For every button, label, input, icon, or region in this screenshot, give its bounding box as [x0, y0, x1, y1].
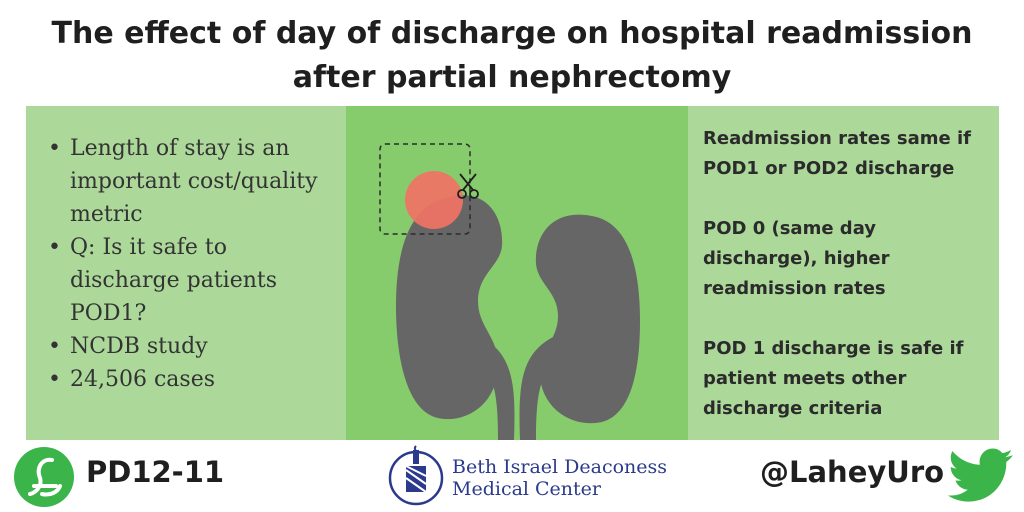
- institution-name: Beth Israel Deaconess Medical Center: [452, 456, 667, 500]
- left-kidney: [396, 195, 503, 420]
- institution-line-1: Beth Israel Deaconess: [452, 456, 668, 478]
- right-kidney: [535, 214, 640, 424]
- kidney-illustration: [379, 143, 640, 440]
- twitter-bird-icon: [948, 448, 1013, 502]
- twitter-handle: @LaheyUro: [760, 455, 945, 489]
- bullet-item: Q: Is it safe to discharge patients POD1…: [48, 231, 338, 330]
- finding-paragraph: POD 0 (same day discharge), higher readm…: [703, 218, 890, 299]
- background-panel: Length of stay is an important cost/qual…: [26, 106, 346, 440]
- findings-panel: Readmission rates same if POD1 or POD2 d…: [688, 106, 999, 440]
- title-line-2: after partial nephrectomy: [292, 60, 732, 95]
- findings-text: Readmission rates same if POD1 or POD2 d…: [688, 106, 999, 424]
- bullet-list: Length of stay is an important cost/qual…: [26, 106, 346, 396]
- finding-paragraph: Readmission rates same if POD1 or POD2 d…: [703, 128, 971, 179]
- scissors-icon: [457, 173, 479, 199]
- tumor-circle: [405, 171, 463, 229]
- page-title: The effect of day of discharge on hospit…: [0, 12, 1024, 100]
- lahey-logo-icon: [14, 447, 74, 507]
- bullet-item: 24,506 cases: [48, 363, 338, 396]
- illustration-panel: [346, 106, 688, 440]
- institution-line-2: Medical Center: [452, 478, 602, 500]
- bullet-item: Length of stay is an important cost/qual…: [48, 132, 338, 231]
- title-line-1: The effect of day of discharge on hospit…: [51, 16, 973, 51]
- finding-paragraph: POD 1 discharge is safe if patient meets…: [703, 338, 964, 419]
- bidmc-logo-icon: [388, 445, 444, 506]
- bullet-item: NCDB study: [48, 330, 338, 363]
- abstract-code: PD12-11: [86, 455, 225, 489]
- excision-box: [379, 143, 471, 235]
